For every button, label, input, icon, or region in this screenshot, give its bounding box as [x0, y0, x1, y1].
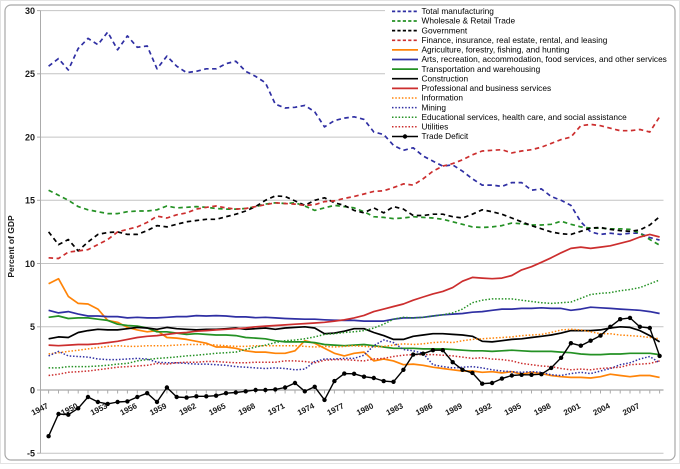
svg-text:Transportation and warehousi: Transportation and warehousing — [422, 64, 541, 74]
svg-text:10: 10 — [25, 259, 35, 269]
svg-text:30: 30 — [25, 6, 35, 16]
svg-text:Arts, recreation, accommodatio: Arts, recreation, accommodation, food se… — [422, 54, 667, 64]
svg-text:5: 5 — [30, 322, 35, 332]
svg-text:Total manufacturing: Total manufacturing — [422, 6, 495, 16]
svg-text:15: 15 — [25, 196, 35, 206]
svg-text:25: 25 — [25, 69, 35, 79]
svg-text:Information: Information — [422, 93, 464, 103]
svg-text:Government: Government — [422, 25, 468, 35]
svg-text:Trade Deficit: Trade Deficit — [422, 131, 469, 141]
svg-text:Agriculture, forestry, fishi: Agriculture, forestry, fishing, and hunt… — [422, 45, 570, 55]
svg-text:Mining: Mining — [422, 102, 447, 112]
svg-text:Finance, insurance, real est: Finance, insurance, real estate, rental,… — [422, 35, 608, 45]
svg-text:Professional and business s: Professional and business services — [422, 83, 552, 93]
svg-text:Percent of GDP: Percent of GDP — [6, 215, 16, 278]
svg-text:Wholesale & Retail Trade: Wholesale & Retail Trade — [422, 16, 516, 26]
svg-text:-5: -5 — [27, 449, 35, 459]
svg-text:0: 0 — [30, 385, 35, 395]
svg-text:20: 20 — [25, 133, 35, 143]
svg-text:Educational services, health: Educational services, health care, and s… — [422, 112, 628, 122]
svg-text:Utilities: Utilities — [422, 122, 449, 132]
svg-text:Construction: Construction — [422, 73, 469, 83]
